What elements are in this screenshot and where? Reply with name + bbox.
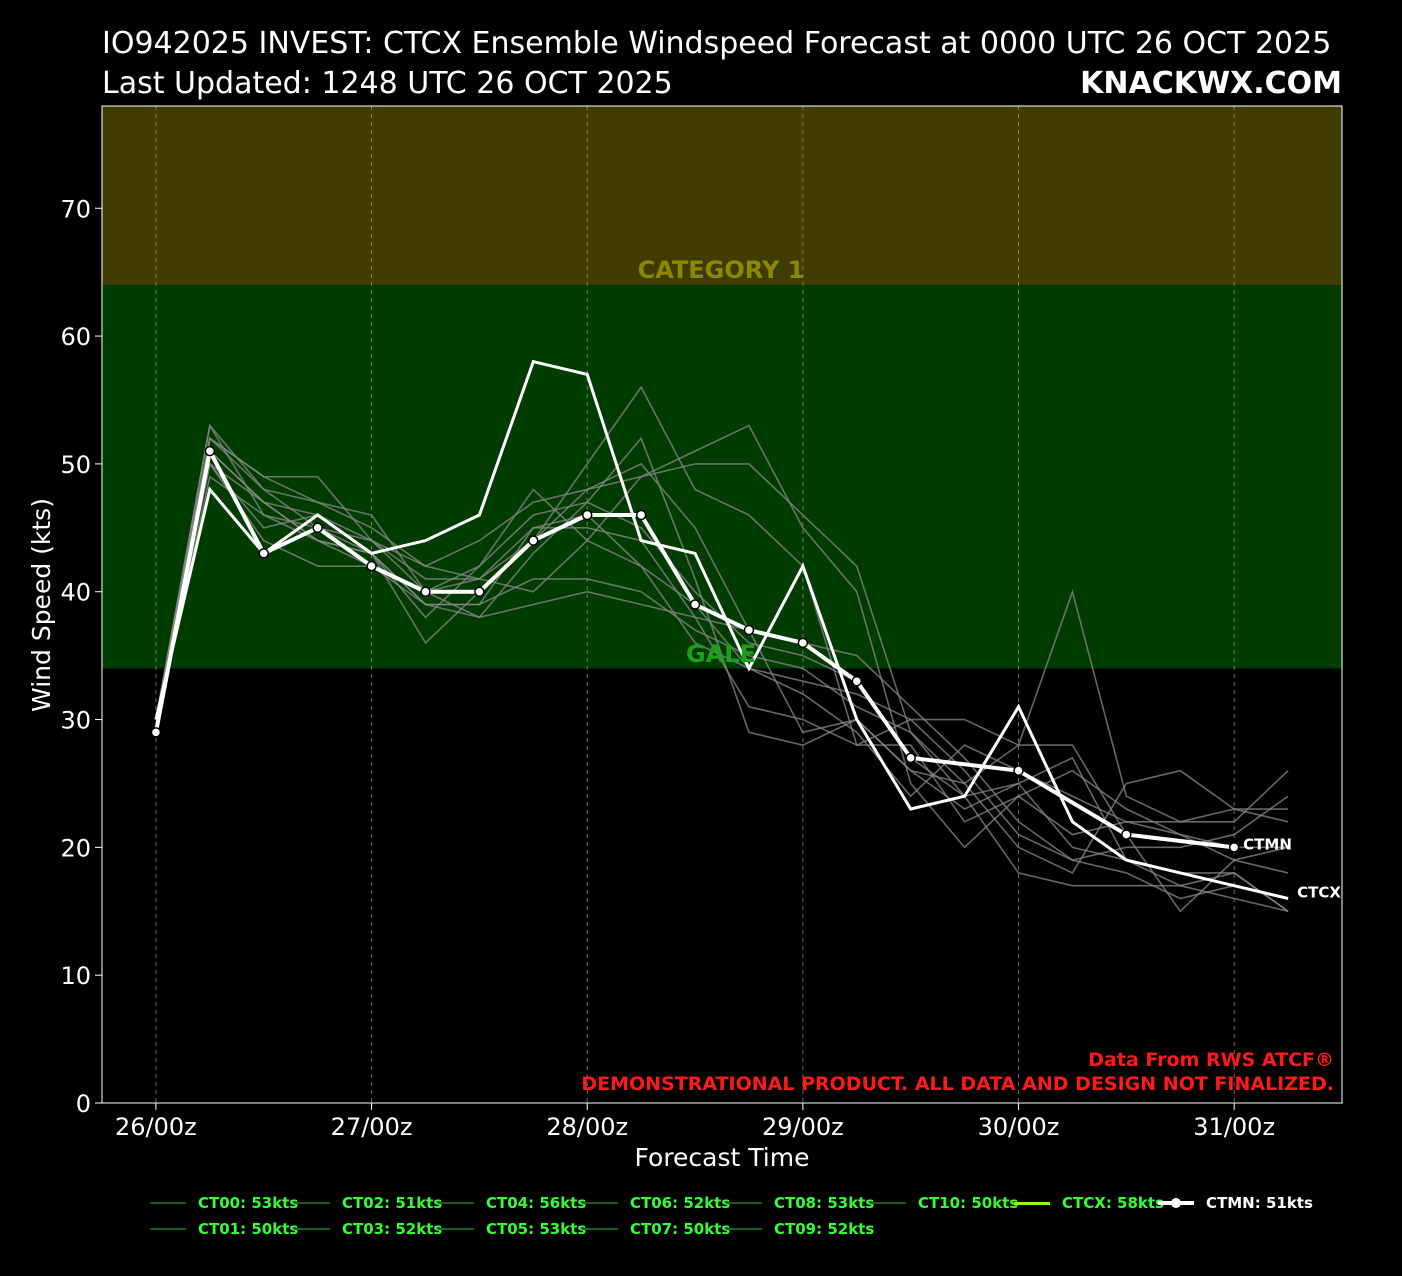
y-tick-label: 50: [60, 451, 91, 479]
ctmn-point: [150, 727, 162, 738]
legend-item-ct04: CT04: 56kts: [438, 1194, 586, 1212]
legend-label: CTCX: 58kts: [1062, 1194, 1164, 1212]
demonstrational-notice: DEMONSTRATIONAL PRODUCT. ALL DATA AND DE…: [581, 1073, 1334, 1095]
legend-swatch: [294, 1228, 330, 1230]
legend-item-ct02: CT02: 51kts: [294, 1194, 442, 1212]
ctmn-point: [1228, 842, 1240, 853]
legend-item-ct03: CT03: 52kts: [294, 1220, 442, 1238]
legend-item-ct01: CT01: 50kts: [150, 1220, 298, 1238]
series-end-label-ctcx: CTCX: [1297, 883, 1341, 901]
data-source-notice: Data From RWS ATCF®: [1088, 1049, 1334, 1071]
windspeed-chart: CTCX CTMN 26/00z 27/00z 28/00z 29/00z 30/00z 3…: [27, 105, 1343, 1172]
legend-swatch: [294, 1202, 330, 1204]
legend-label: CT04: 56kts: [486, 1194, 587, 1212]
y-tick-label: 20: [60, 834, 91, 862]
series-end-label-ctmn: CTMN: [1243, 835, 1292, 853]
legend-item-ct05: CT05: 53kts: [438, 1220, 586, 1238]
ctmn-point: [635, 509, 647, 521]
x-tick-label: 29/00z: [762, 1113, 844, 1141]
ctmn-point: [474, 586, 485, 597]
legend-swatch: [150, 1228, 186, 1230]
ctmn-point: [689, 599, 701, 610]
ctmn-point: [905, 752, 916, 764]
legend-item-ct08: CT08: 53kts: [726, 1194, 874, 1212]
series-line-ctcx: [154, 359, 1289, 900]
legend-swatch: [870, 1202, 906, 1204]
ctmn-point: [528, 535, 539, 546]
ctmn-point: [258, 548, 269, 559]
x-tick-label: 30/00z: [978, 1113, 1060, 1141]
last-updated-text: Last Updated: 1248 UTC 26 OCT 2025: [102, 66, 673, 101]
series-line-ct02: [155, 436, 1289, 900]
legend-item-ct10: CT10: 50kts: [870, 1194, 1018, 1212]
x-tick-label: 26/00z: [115, 1113, 197, 1141]
ctmn-point: [420, 586, 431, 597]
legend-item-ct00: CT00: 53kts: [150, 1194, 298, 1212]
legend-label: CT08: 53kts: [774, 1194, 875, 1212]
x-tick-label: 27/00z: [331, 1113, 413, 1141]
legend-marker: [1171, 1198, 1181, 1208]
legend-swatch: [1158, 1198, 1194, 1208]
ctmn-point: [312, 522, 323, 534]
y-tick-label: 0: [76, 1090, 91, 1118]
chart-title: IO942025 INVEST: CTCX Ensemble Windspeed…: [102, 26, 1332, 61]
chart-legend: CT00: 53kts CT01: 50kts CT02: 51kts CT03: 5…: [150, 1194, 1350, 1244]
series-line-ct10: [155, 461, 1289, 913]
ctmn-point: [1121, 829, 1132, 840]
ctmn-point: [797, 637, 809, 649]
band-label-gale: GALE: [686, 640, 756, 668]
legend-swatch: [582, 1228, 618, 1230]
plot-frame: [101, 105, 1343, 1104]
y-tick-label: 60: [60, 323, 91, 351]
series-line-ctmn: [153, 445, 1235, 850]
legend-item-ct06: CT06: 52kts: [582, 1194, 730, 1212]
legend-label: CT01: 50kts: [198, 1220, 299, 1238]
y-axis-label: Wind Speed (kts): [27, 498, 56, 712]
legend-swatch: [438, 1228, 474, 1230]
x-axis-label: Forecast Time: [635, 1143, 810, 1172]
ctmn-point: [851, 675, 863, 687]
legend-swatch: [150, 1202, 186, 1204]
y-tick-label: 30: [60, 707, 91, 735]
legend-item-ctcx: CTCX: 58kts: [1014, 1194, 1164, 1212]
y-tick-label: 10: [60, 962, 91, 990]
ctmn-point: [1013, 765, 1024, 776]
ctmn-point: [366, 560, 377, 572]
legend-swatch: [438, 1202, 474, 1204]
legend-label: CT10: 50kts: [918, 1194, 1019, 1212]
series-line-ct09: [155, 436, 1289, 874]
legend-label: CT00: 53kts: [198, 1194, 299, 1212]
legend-swatch: [726, 1202, 762, 1204]
y-tick-label: 70: [60, 195, 91, 223]
ctmn-point: [743, 624, 755, 636]
ctmn-point: [581, 509, 593, 521]
legend-label: CT09: 52kts: [774, 1220, 875, 1238]
x-tick-label: 28/00z: [546, 1113, 628, 1141]
legend-swatch: [726, 1228, 762, 1230]
y-tick-label: 40: [60, 579, 91, 607]
brand-logo-text: KNACKWX.COM: [1080, 66, 1342, 101]
ctmn-point: [204, 445, 216, 457]
legend-label: CT02: 51kts: [342, 1194, 443, 1212]
legend-label: CT06: 52kts: [630, 1194, 731, 1212]
legend-swatch: [1014, 1201, 1050, 1205]
legend-item-ct07: CT07: 50kts: [582, 1220, 730, 1238]
legend-label: CT03: 52kts: [342, 1220, 443, 1238]
legend-item-ct09: CT09: 52kts: [726, 1220, 874, 1238]
legend-label: CT05: 53kts: [486, 1220, 587, 1238]
x-tick-label: 31/00z: [1193, 1113, 1275, 1141]
band-category-1: [102, 106, 1342, 285]
legend-label: CTMN: 51kts: [1206, 1194, 1313, 1212]
legend-label: CT07: 50kts: [630, 1220, 731, 1238]
band-label-category1: CATEGORY 1: [638, 256, 805, 284]
legend-swatch: [582, 1202, 618, 1204]
legend-item-ctmn: CTMN: 51kts: [1158, 1194, 1313, 1212]
